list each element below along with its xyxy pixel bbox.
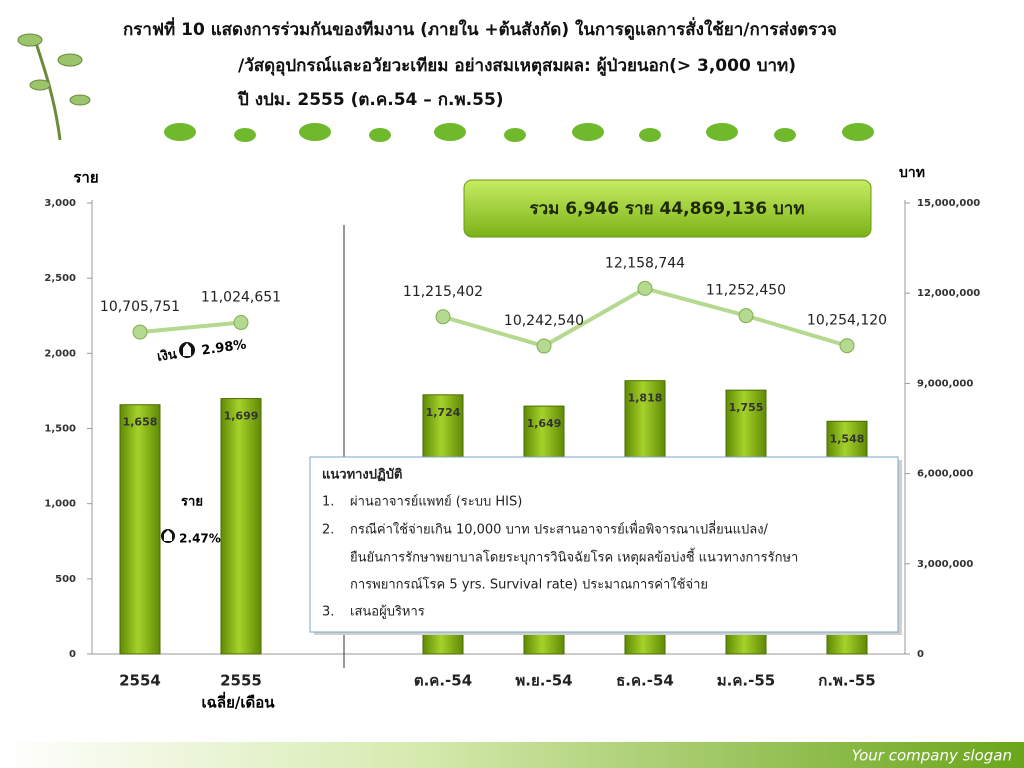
note-text: การพยากรณ์โรค 5 yrs. Survival rate) ประม… xyxy=(350,577,708,593)
x-axis-label: เฉลี่ย/เดือน xyxy=(202,692,276,712)
line-value-label: 10,242,540 xyxy=(504,313,584,329)
x-tick-label: 2555 xyxy=(220,672,262,690)
line-point xyxy=(233,315,249,331)
y-axis-label: ราย xyxy=(73,169,98,187)
arrow-icons xyxy=(161,342,195,543)
note-text: ยืนยันการรักษาพยาบาลโดยระบุการวินิจฉัยโร… xyxy=(350,548,799,566)
y2-tick-label: 9,000,000 xyxy=(917,378,973,389)
total-box xyxy=(463,179,872,238)
footer-bar xyxy=(0,742,1024,768)
bar xyxy=(220,398,262,655)
y2-tick-label: 12,000,000 xyxy=(917,288,980,299)
y-tick-label: 0 xyxy=(69,649,76,660)
total-label: รวม 6,946 ราย 44,869,136 บาท xyxy=(529,199,804,219)
annotation: 2.98% xyxy=(201,337,248,358)
y-tick-label: 3,000 xyxy=(44,198,76,209)
decor-plant xyxy=(17,33,91,141)
x-tick-label: ธ.ค.-54 xyxy=(616,672,674,690)
y-tick-label: 1,500 xyxy=(44,424,76,435)
line-value-label: 10,254,120 xyxy=(807,313,887,329)
y-tick-label: 1,000 xyxy=(44,499,76,510)
bar-value-label: 1,548 xyxy=(830,432,865,445)
note-number: 3. xyxy=(322,605,334,620)
bar xyxy=(119,404,161,655)
bar-value-label: 1,724 xyxy=(426,406,461,419)
y2-tick-label: 3,000,000 xyxy=(917,559,973,570)
x-tick-label: ก.พ.-55 xyxy=(818,672,875,690)
line-point xyxy=(132,324,148,340)
line-point xyxy=(738,308,754,324)
line-value-label: 12,158,744 xyxy=(605,255,685,271)
slogan: Your company slogan xyxy=(852,747,1012,765)
line-point xyxy=(536,338,552,354)
line-point xyxy=(637,280,653,296)
title-line: กราฟที่ 10 แสดงการร่วมกันของทีมงาน (ภายใ… xyxy=(123,17,837,41)
note-number: 1. xyxy=(322,495,334,510)
title-line: /วัสดุอุปกรณ์และอวัยวะเทียม อย่างสมเหตุส… xyxy=(238,55,796,77)
note-text: ผ่านอาจารย์แพทย์ (ระบบ HIS) xyxy=(350,494,522,510)
y2-axis-label: บาท xyxy=(899,165,925,181)
x-tick-label: 2554 xyxy=(119,672,161,690)
decor-leaves xyxy=(164,123,874,142)
title-line: ปี งปม. 2555 (ต.ค.54 – ก.พ.55) xyxy=(237,89,503,110)
note-box xyxy=(309,456,899,633)
line-value-label: 11,024,651 xyxy=(201,290,281,306)
line-point xyxy=(435,309,451,325)
y2-tick-label: 6,000,000 xyxy=(917,469,973,480)
y-tick-label: 2,000 xyxy=(44,348,76,359)
line xyxy=(139,320,242,335)
line-value-label: 10,705,751 xyxy=(100,299,180,315)
bar-value-label: 1,658 xyxy=(123,416,158,429)
line-value-label: 11,215,402 xyxy=(403,284,483,300)
y-tick-label: 500 xyxy=(55,574,76,585)
annotation: เงิน xyxy=(156,347,178,365)
x-tick-label: พ.ย.-54 xyxy=(515,672,572,690)
note-text: เสนอผู้บริหาร xyxy=(350,605,425,620)
x-tick-label: ม.ค.-55 xyxy=(717,672,775,690)
line-value-label: 11,252,450 xyxy=(706,283,786,299)
y2-tick-label: 0 xyxy=(917,649,924,660)
annotation: ราย xyxy=(181,495,203,510)
note-title: แนวทางปฏิบัติ xyxy=(322,468,402,483)
note-text: กรณีค่าใช้จ่ายเกิน 10,000 บาท ประสานอาจา… xyxy=(350,521,769,538)
bar-value-label: 1,699 xyxy=(224,410,259,423)
bar-value-label: 1,755 xyxy=(729,401,764,414)
annotation: 2.47% xyxy=(179,532,221,546)
x-tick-label: ต.ค.-54 xyxy=(414,672,472,690)
bar-value-label: 1,818 xyxy=(628,392,663,405)
bar-value-label: 1,649 xyxy=(527,417,562,430)
y2-tick-label: 15,000,000 xyxy=(917,198,980,209)
note-number: 2. xyxy=(322,523,334,538)
line-point xyxy=(839,338,855,354)
y-tick-label: 2,500 xyxy=(44,273,76,284)
